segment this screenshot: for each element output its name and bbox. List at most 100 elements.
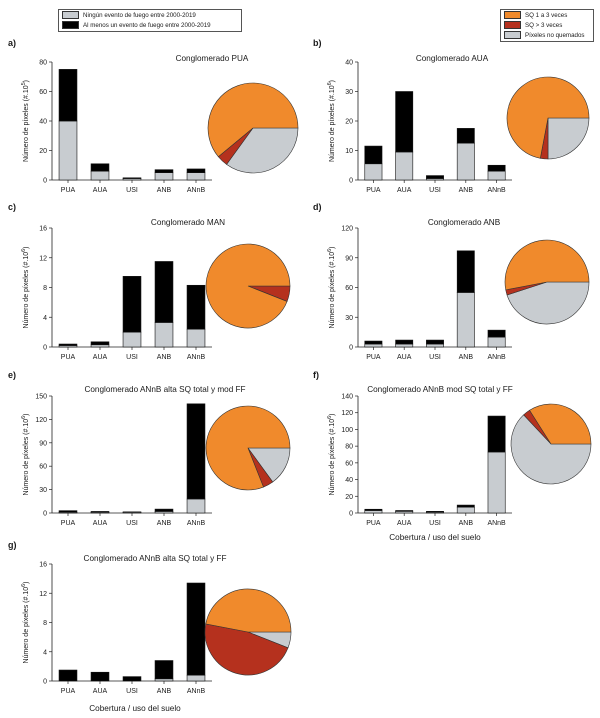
bar-unburned-usi <box>426 343 444 348</box>
chart-panel-c: c) Conglomerado MAN 0 4 8 12 16 Número de píxel… <box>8 202 291 361</box>
y-tick-label: 60 <box>345 460 353 467</box>
chart-title: Conglomerado ANB <box>428 218 501 227</box>
chart-panel-d: d) Conglomerado ANB 0 30 60 90 120 Número de pí… <box>313 202 590 361</box>
bar-burned-pua <box>58 69 78 122</box>
pie-slice-sq-over-3 <box>204 623 289 676</box>
y-axis-label: Número de píxeles (#.106) <box>327 80 336 162</box>
y-tick-label: 30 <box>39 487 47 494</box>
chart-panel-g: g) Conglomerado ANnB alta SQ total y FF 0 4… <box>8 540 292 713</box>
y-tick-label: 8 <box>43 285 47 292</box>
bar-burned-pua <box>58 343 78 346</box>
y-axis-label: Número de píxeles (#.106) <box>327 246 336 328</box>
pie-slice-unburned <box>226 127 299 174</box>
x-tick-label-anb: ANB <box>157 354 172 361</box>
bar-unburned-anb <box>456 292 475 348</box>
y-axis-label: Número de píxeles (#.105) <box>21 80 30 162</box>
y-axis-label: Número de píxeles (#.106) <box>21 246 30 328</box>
panel-label: c) <box>8 202 16 212</box>
pie-slice-sq-1-3 <box>504 239 590 291</box>
pie-slice-unburned <box>510 414 592 485</box>
y-tick-label: 40 <box>39 119 47 126</box>
x-tick-label-usi: USI <box>429 354 441 361</box>
legend-label-sq3: SQ > 3 veces <box>525 21 563 29</box>
y-tick-label: 120 <box>341 410 353 417</box>
legend-item-unburned-pixels: Píxeles no quemados <box>501 30 593 40</box>
x-tick-label-pua: PUA <box>61 520 76 527</box>
y-tick-label: 30 <box>345 315 353 322</box>
bar-burned-annb <box>186 403 206 500</box>
y-tick-label: 0 <box>43 511 47 518</box>
y-tick-label: 16 <box>39 562 47 569</box>
bar-burned-pua <box>58 510 78 513</box>
y-tick-label: 10 <box>345 148 353 155</box>
x-tick-label-anb: ANB <box>157 520 172 527</box>
y-axis-label: Número de píxeles (#.106) <box>21 581 30 663</box>
bar-unburned-anb <box>154 172 174 181</box>
bar-unburned-annb <box>487 170 506 181</box>
bar-burned-usi <box>122 177 142 179</box>
pie-chart <box>506 76 590 160</box>
legend-item-sq13: SQ 1 a 3 veces <box>501 10 593 20</box>
y-tick-label: 16 <box>39 226 47 233</box>
y-tick-label: 12 <box>39 255 47 262</box>
x-tick-label-annb: ANnB <box>487 187 506 194</box>
bar-unburned-annb <box>487 336 506 348</box>
legend-label-unburned: Ningún evento de fuego entre 2000-2019 <box>83 11 196 19</box>
x-tick-label-annb: ANnB <box>487 520 506 527</box>
y-tick-label: 90 <box>39 440 47 447</box>
x-tick-label-aua: AUA <box>93 688 108 695</box>
y-tick-label: 4 <box>43 649 47 656</box>
bar-unburned-aua <box>395 151 414 181</box>
bar-burned-annb <box>186 582 206 676</box>
x-tick-label-anb: ANB <box>157 688 172 695</box>
y-axis-label: Número de píxeles (#.106) <box>21 413 30 495</box>
y-tick-label: 8 <box>43 620 47 627</box>
bar-burned-pua <box>364 145 383 165</box>
pie-chart <box>504 239 590 325</box>
legend-item-unburned: Ningún evento de fuego entre 2000-2019 <box>59 10 241 20</box>
x-tick-label-aua: AUA <box>397 187 412 194</box>
x-tick-label-pua: PUA <box>61 187 76 194</box>
x-tick-label-usi: USI <box>429 187 441 194</box>
bar-burned-anb <box>154 261 174 323</box>
y-tick-label: 120 <box>341 226 353 233</box>
x-tick-label-anb: ANB <box>459 354 474 361</box>
y-tick-label: 4 <box>43 315 47 322</box>
bar-unburned-pua <box>364 510 383 514</box>
legend-label-burned: Al menos un evento de fuego entre 2000-2… <box>83 21 211 29</box>
y-tick-label: 90 <box>345 255 353 262</box>
y-tick-label: 0 <box>349 178 353 185</box>
panel-label: g) <box>8 540 17 550</box>
bar-burned-anb <box>154 508 174 512</box>
bar-burned-anb <box>154 660 174 680</box>
bar-burned-aua <box>90 341 110 346</box>
pie-slice-sq-1-3 <box>506 76 590 159</box>
panel-label: a) <box>8 38 16 48</box>
y-tick-label: 20 <box>345 494 353 501</box>
x-tick-label-anb: ANB <box>157 187 172 194</box>
bar-burned-pua <box>58 669 78 682</box>
x-tick-label-annb: ANnB <box>187 187 206 194</box>
legend-label-unburned-pixels: Píxeles no quemados <box>525 31 585 39</box>
y-tick-label: 80 <box>345 444 353 451</box>
chart-panel-b: b) Conglomerado AUA 0 10 20 30 40 Número de píx… <box>313 38 590 194</box>
bar-burned-aua <box>90 511 110 513</box>
pie-slice-sq-1-3 <box>205 405 291 491</box>
bar-burned-pua <box>364 508 383 511</box>
y-tick-label: 120 <box>35 417 47 424</box>
bar-unburned-anb <box>456 506 475 514</box>
y-tick-label: 12 <box>39 591 47 598</box>
y-tick-label: 20 <box>39 148 47 155</box>
bar-unburned-annb <box>186 674 206 682</box>
x-tick-label-pua: PUA <box>366 354 381 361</box>
y-axis-label: Número de píxeles (#.106) <box>327 413 336 495</box>
bar-unburned-aua <box>90 344 110 348</box>
bar-burned-anb <box>456 504 475 508</box>
pie-legend: SQ 1 a 3 veces SQ > 3 veces Píxeles no q… <box>500 9 594 42</box>
bar-burned-annb <box>186 168 206 173</box>
x-tick-label-pua: PUA <box>61 354 76 361</box>
pie-chart <box>205 243 291 329</box>
x-tick-label-aua: AUA <box>93 520 108 527</box>
bar-unburned-aua <box>90 170 110 181</box>
